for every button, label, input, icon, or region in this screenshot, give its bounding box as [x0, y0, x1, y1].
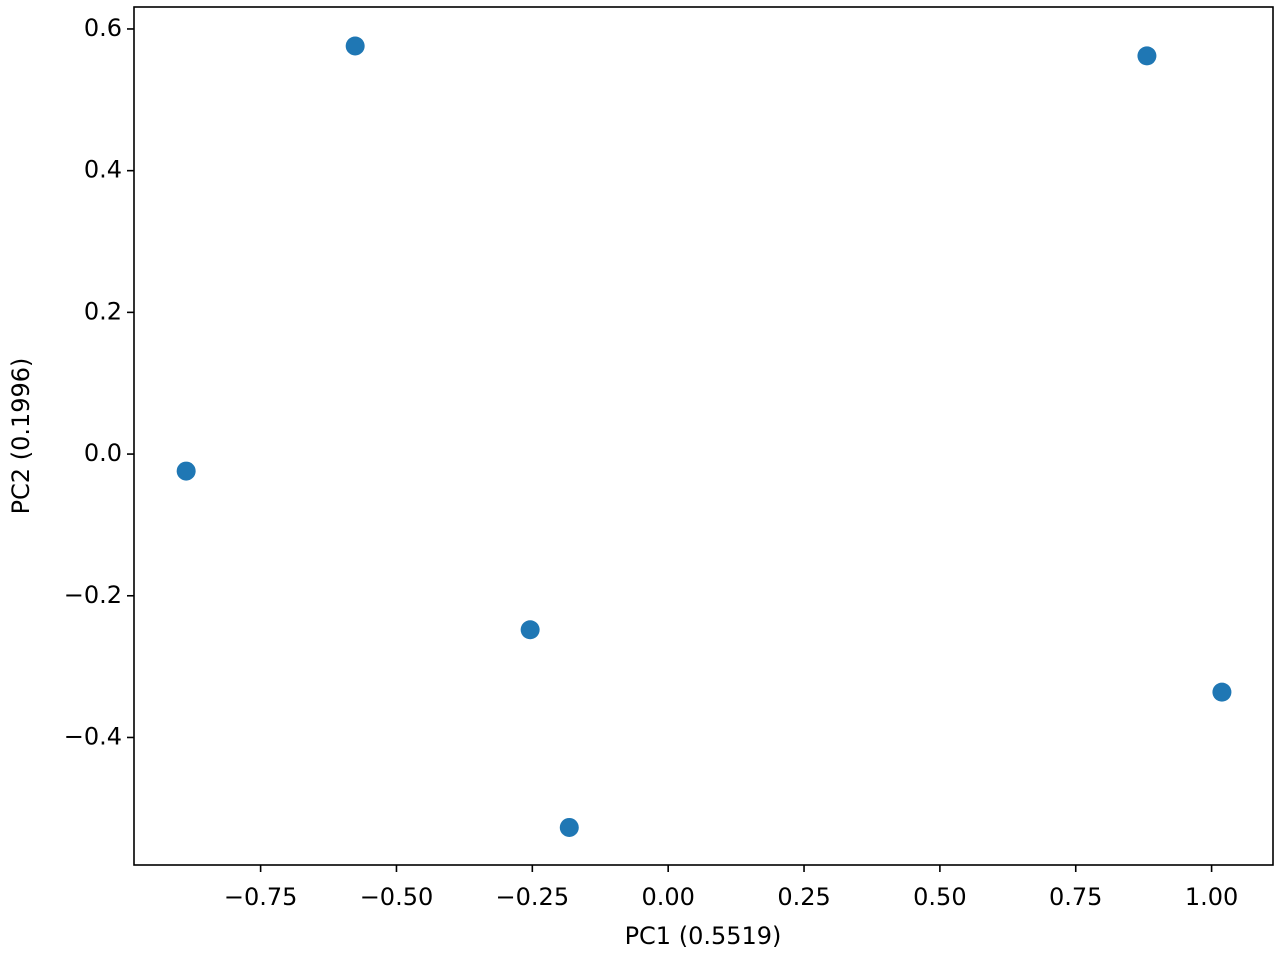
x-tick-label: −0.75 [224, 883, 298, 911]
point [1137, 46, 1157, 66]
y-tick-label: −0.4 [64, 722, 122, 750]
x-tick-label: 0.00 [641, 883, 694, 911]
x-axis-label: PC1 (0.5519) [625, 922, 782, 950]
point [176, 461, 196, 481]
x-tick-label: 0.25 [777, 883, 830, 911]
y-axis-label: PC2 (0.1996) [7, 358, 35, 515]
y-tick-label: 0.6 [84, 14, 122, 42]
x-tick-label: 0.50 [913, 883, 966, 911]
point [1212, 682, 1232, 702]
y-tick-label: −0.2 [64, 581, 122, 609]
point [520, 620, 540, 640]
y-tick-label: 0.0 [84, 439, 122, 467]
x-tick-label: −0.50 [360, 883, 434, 911]
point [345, 36, 365, 56]
x-tick-label: −0.25 [496, 883, 570, 911]
x-tick-label: 1.00 [1185, 883, 1238, 911]
y-tick-label: 0.2 [84, 297, 122, 325]
y-tick-label: 0.4 [84, 156, 122, 184]
plot-frame [133, 6, 1274, 866]
x-tick-label: 0.75 [1049, 883, 1102, 911]
point [559, 817, 579, 837]
